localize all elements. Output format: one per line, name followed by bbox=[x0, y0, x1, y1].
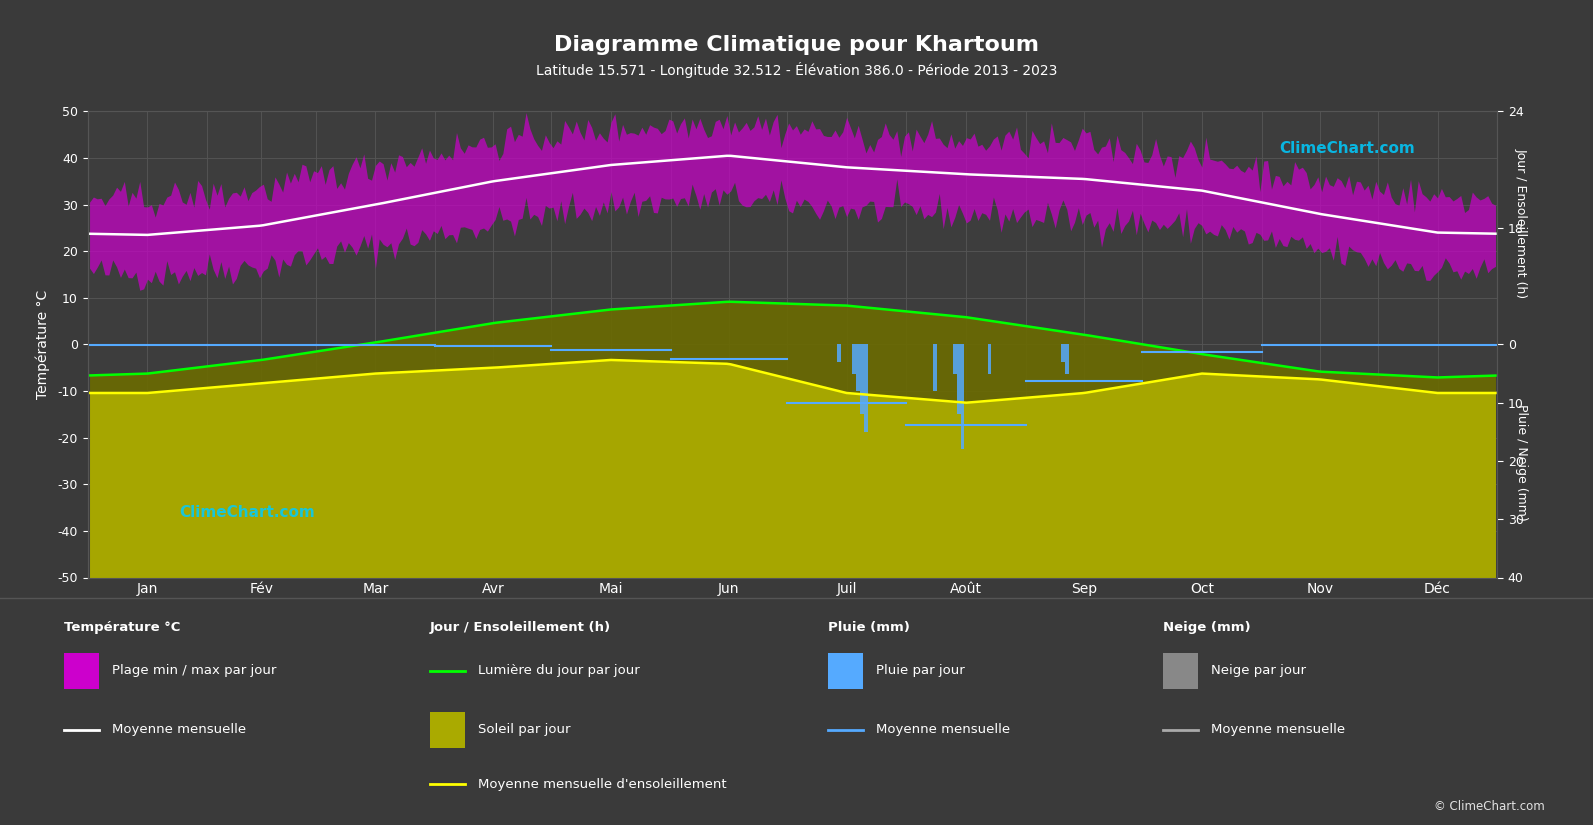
Bar bbox=[1163, 653, 1198, 689]
Text: Latitude 15.571 - Longitude 32.512 - Élévation 386.0 - Période 2013 - 2023: Latitude 15.571 - Longitude 32.512 - Élé… bbox=[535, 62, 1058, 78]
Bar bbox=[957, 345, 961, 414]
Text: Soleil par jour: Soleil par jour bbox=[478, 724, 570, 736]
Text: Pluie par jour: Pluie par jour bbox=[876, 664, 965, 677]
Bar bbox=[953, 345, 957, 374]
Text: ClimeChart.com: ClimeChart.com bbox=[1279, 141, 1415, 156]
Bar bbox=[860, 345, 863, 414]
Text: Jour / Ensoleillement (h): Jour / Ensoleillement (h) bbox=[430, 621, 612, 634]
Text: Température °C: Température °C bbox=[64, 621, 180, 634]
Text: Plage min / max par jour: Plage min / max par jour bbox=[112, 664, 276, 677]
Bar bbox=[988, 345, 991, 374]
Bar bbox=[933, 345, 937, 391]
Bar bbox=[1064, 345, 1069, 374]
Bar bbox=[961, 345, 964, 450]
Text: © ClimeChart.com: © ClimeChart.com bbox=[1434, 800, 1545, 813]
Text: ClimeChart.com: ClimeChart.com bbox=[180, 505, 315, 520]
Bar bbox=[1061, 345, 1064, 362]
Text: Moyenne mensuelle d'ensoleillement: Moyenne mensuelle d'ensoleillement bbox=[478, 778, 726, 790]
Bar bbox=[863, 345, 868, 431]
Text: Diagramme Climatique pour Khartoum: Diagramme Climatique pour Khartoum bbox=[554, 35, 1039, 55]
Text: Neige par jour: Neige par jour bbox=[1211, 664, 1306, 677]
Text: Moyenne mensuelle: Moyenne mensuelle bbox=[1211, 724, 1344, 736]
Text: Lumière du jour par jour: Lumière du jour par jour bbox=[478, 664, 640, 677]
Text: Jour / Ensoleillement (h): Jour / Ensoleillement (h) bbox=[1515, 148, 1528, 298]
Bar bbox=[828, 653, 863, 689]
Text: Moyenne mensuelle: Moyenne mensuelle bbox=[112, 724, 245, 736]
Text: Pluie (mm): Pluie (mm) bbox=[828, 621, 910, 634]
Text: Neige (mm): Neige (mm) bbox=[1163, 621, 1251, 634]
Y-axis label: Température °C: Température °C bbox=[37, 290, 51, 399]
Bar bbox=[836, 345, 841, 362]
Bar bbox=[852, 345, 857, 374]
Text: Pluie / Neige (mm): Pluie / Neige (mm) bbox=[1515, 403, 1528, 521]
Text: Moyenne mensuelle: Moyenne mensuelle bbox=[876, 724, 1010, 736]
Bar bbox=[857, 345, 860, 391]
Bar bbox=[430, 711, 465, 747]
Bar bbox=[64, 653, 99, 689]
